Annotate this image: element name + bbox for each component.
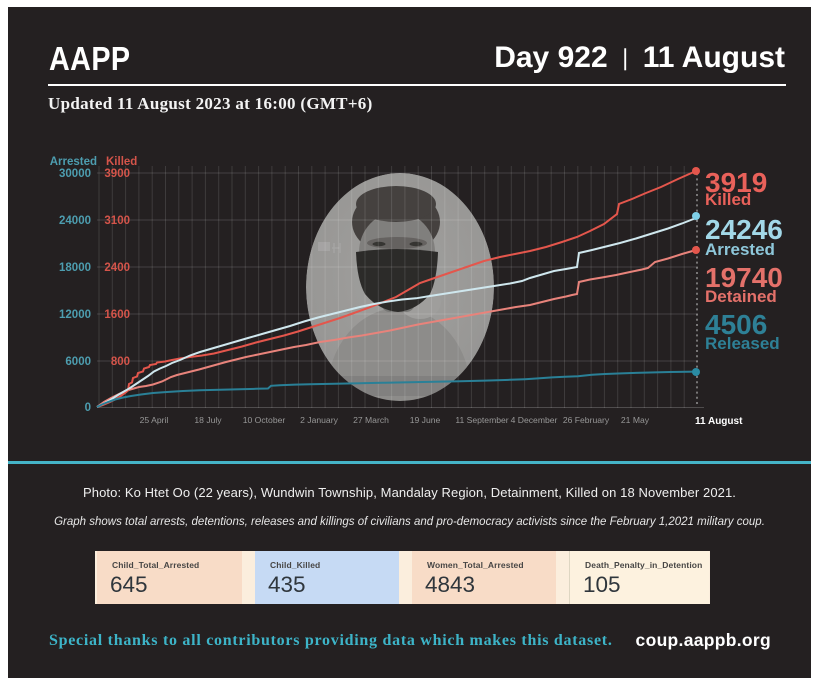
svg-text:18000: 18000: [59, 262, 91, 274]
svg-text:11 September: 11 September: [455, 415, 508, 425]
svg-text:0: 0: [85, 402, 91, 414]
svg-text:4506: 4506: [705, 309, 767, 340]
svg-text:800: 800: [111, 356, 130, 368]
svg-text:Arrested: Arrested: [50, 156, 97, 168]
svg-text:21 May: 21 May: [621, 415, 650, 425]
svg-text:2 January: 2 January: [300, 415, 338, 425]
svg-text:2400: 2400: [104, 262, 130, 274]
svg-text:24246: 24246: [705, 214, 783, 245]
svg-text:Killed: Killed: [705, 190, 751, 209]
svg-text:3919: 3919: [705, 167, 767, 198]
svg-text:3900: 3900: [104, 168, 130, 180]
svg-text:6000: 6000: [65, 356, 91, 368]
svg-text:Arrested: Arrested: [705, 240, 775, 259]
svg-text:18 July: 18 July: [194, 415, 222, 425]
svg-text:24000: 24000: [59, 215, 91, 227]
svg-text:Killed: Killed: [106, 156, 137, 168]
svg-text:10 October: 10 October: [243, 415, 286, 425]
svg-text:30000: 30000: [59, 168, 91, 180]
svg-text:4 December: 4 December: [511, 415, 558, 425]
svg-text:19740: 19740: [705, 262, 783, 293]
svg-text:27 March: 27 March: [353, 415, 389, 425]
svg-text:3100: 3100: [104, 215, 130, 227]
svg-text:25 April: 25 April: [140, 415, 169, 425]
svg-text:Released: Released: [705, 334, 780, 353]
svg-text:1600: 1600: [104, 309, 130, 321]
svg-text:Detained: Detained: [705, 287, 777, 306]
svg-text:11 August: 11 August: [695, 416, 743, 427]
svg-text:26 February: 26 February: [563, 415, 610, 425]
svg-text:19 June: 19 June: [410, 415, 441, 425]
svg-text:12000: 12000: [59, 309, 91, 321]
